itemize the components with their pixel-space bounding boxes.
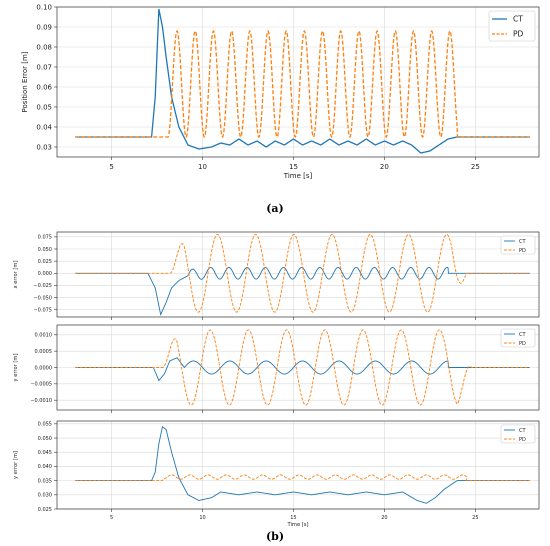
legend-label-ct: CT xyxy=(519,332,526,338)
series-line-pd xyxy=(75,233,530,313)
y-tick-label: 0.05 xyxy=(36,103,52,111)
x-tick-label: 10 xyxy=(199,515,205,521)
series-line-ct xyxy=(75,8,530,154)
y-tick-label: 0.10 xyxy=(36,3,52,11)
y-tick-label: 0.025 xyxy=(38,507,52,513)
series-line-pd xyxy=(75,30,530,138)
legend-label-ct: CT xyxy=(513,15,523,24)
series-line-pd xyxy=(75,329,530,406)
legend-box xyxy=(500,424,536,444)
x-tick-label: 20 xyxy=(380,163,389,171)
y-tick-label: 0.0000 xyxy=(35,365,53,371)
y-axis-label: y error [m] xyxy=(13,353,19,381)
chart-b-x-error: −0.075 −0.050 −0.025 0.000 0.025 0.050 0.075 x … xyxy=(13,231,540,320)
y-tick-label: −0.0005 xyxy=(30,382,52,388)
series-line-ct xyxy=(75,425,530,504)
caption-a: (a) xyxy=(266,202,284,215)
plot-frame xyxy=(56,420,540,510)
legend-label-pd: PD xyxy=(519,248,526,254)
x-tick-label: 5 xyxy=(109,163,113,171)
series-line-pd xyxy=(75,474,530,482)
legend-label-ct: CT xyxy=(519,428,526,434)
legend-label-pd: PD xyxy=(519,437,526,443)
y-tick-label: 0.03 xyxy=(36,143,52,151)
y-tick-label: 0.09 xyxy=(36,23,52,31)
x-tick-label: 5 xyxy=(110,515,113,521)
y-axis-label: x error [m] xyxy=(13,260,19,288)
y-tick-label: 0.025 xyxy=(38,259,52,265)
legend-box xyxy=(488,10,536,42)
y-tick-label: 0.000 xyxy=(38,271,52,277)
chart-a: 5 10 15 20 25 0.03 0.04 0.05 0.06 0.07 0.08 0.09 0.1… xyxy=(21,3,540,180)
y-tick-label: 0.035 xyxy=(38,478,52,484)
y-tick-label: 0.040 xyxy=(38,464,52,470)
x-tick-label: 15 xyxy=(289,163,298,171)
caption-b: (b) xyxy=(266,530,284,543)
y-tick-label: 0.0010 xyxy=(35,333,53,339)
y-axis-label: Position Error [m] xyxy=(21,51,29,112)
x-axis-label: Time [s] xyxy=(286,522,308,528)
x-axis-label: Time [s] xyxy=(283,172,313,180)
x-tick-label: 25 xyxy=(472,515,478,521)
y-tick-label: −0.025 xyxy=(33,283,52,289)
y-tick-label: 0.075 xyxy=(38,235,52,241)
legend-box xyxy=(500,328,536,348)
y-tick-label: 0.055 xyxy=(38,422,52,428)
chart-b-y-error-upper: −0.0010 −0.0005 0.0000 0.0005 0.0010 y error … xyxy=(13,324,540,413)
legend-label-pd: PD xyxy=(513,30,524,39)
y-axis-label: y error [m] xyxy=(13,451,19,479)
series-line-ct xyxy=(75,357,530,382)
plot-frame xyxy=(56,6,540,158)
y-tick-label: 0.08 xyxy=(36,43,52,51)
y-tick-label: 0.045 xyxy=(38,450,52,456)
y-tick-label: 0.0005 xyxy=(35,349,53,355)
y-tick-label: 0.030 xyxy=(38,493,52,499)
x-tick-label: 25 xyxy=(471,163,480,171)
y-tick-label: 0.04 xyxy=(36,123,52,131)
y-tick-label: 0.050 xyxy=(38,247,52,253)
y-tick-label: 0.06 xyxy=(36,83,52,91)
y-tick-label: −0.0010 xyxy=(30,398,52,404)
legend-label-pd: PD xyxy=(519,341,526,347)
x-tick-label: 20 xyxy=(381,515,387,521)
y-tick-label: −0.075 xyxy=(33,307,52,313)
legend-label-ct: CT xyxy=(519,239,526,245)
plot-frame xyxy=(56,231,540,318)
chart-b-y-error-lower: 5 10 15 20 25 0.025 0.030 0.035 0.040 0.045 0.050 0… xyxy=(13,420,540,528)
legend-box xyxy=(500,235,536,255)
y-tick-label: 0.050 xyxy=(38,436,52,442)
x-tick-label: 15 xyxy=(290,515,296,521)
y-tick-label: −0.050 xyxy=(33,295,52,301)
series-line-ct xyxy=(75,267,530,317)
x-tick-label: 10 xyxy=(198,163,207,171)
y-tick-label: 0.07 xyxy=(36,63,52,71)
